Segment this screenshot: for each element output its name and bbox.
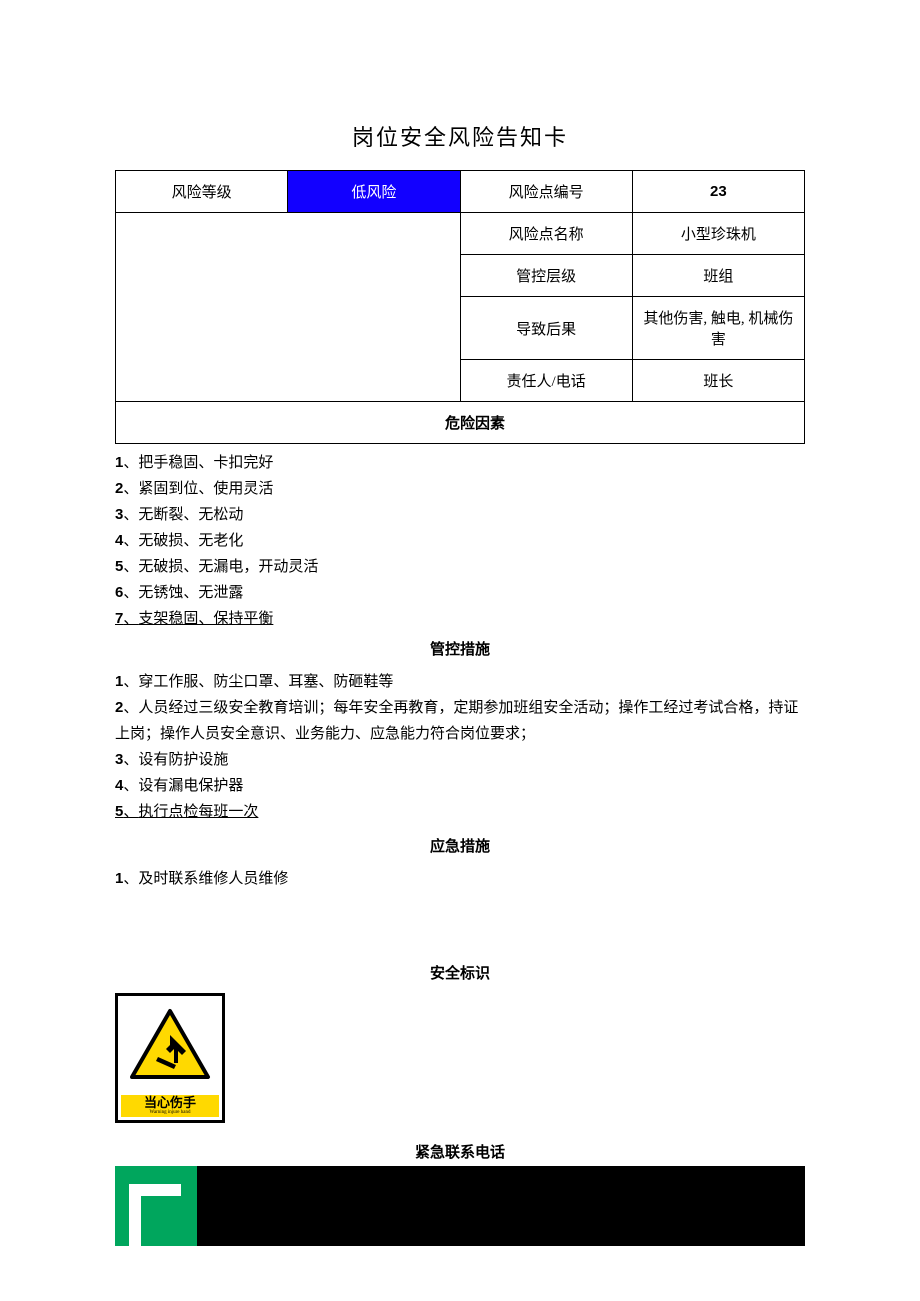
list-item: 1、及时联系维修人员维修 [115,866,805,892]
warning-sign-injure-hand: 当心伤手 Warning injure hand [115,993,225,1123]
list-item: 7、支架稳固、保持平衡 [115,606,805,632]
responsible-label: 责任人/电话 [460,360,632,402]
safety-sign-title: 安全标识 [115,962,805,983]
list-item: 1、把手稳固、卡扣完好 [115,450,805,476]
list-text: 人员经过三级安全教育培训；每年安全再教育，定期参加班组安全活动；操作工经过考试合… [115,700,798,742]
list-item: 5、无破损、无漏电，开动灵活 [115,554,805,580]
list-item: 1、穿工作服、防尘口罩、耳塞、防砸鞋等 [115,669,805,695]
sign-label-band: 当心伤手 Warning injure hand [121,1095,219,1117]
consequence-label: 导致后果 [460,297,632,360]
hazard-header-right: 险因素 [460,402,805,444]
table-row: 风险等级 低风险 风险点编号 23 [116,171,805,213]
control-list: 1、穿工作服、防尘口罩、耳塞、防砸鞋等 2、人员经过三级安全教育培训；每年安全再… [115,663,805,825]
emergency-section-title: 应急措施 [115,835,805,856]
list-text: 支架稳固、保持平衡 [138,611,273,627]
control-section-title: 管控措施 [115,638,805,659]
list-item: 4、设有漏电保护器 [115,773,805,799]
risk-name-label: 风险点名称 [460,213,632,255]
consequence-value: 其他伤害, 触电, 机械伤害 [632,297,804,360]
risk-code-value: 23 [632,171,804,213]
risk-code-label: 风险点编号 [460,171,632,213]
list-item: 3、无断裂、无松动 [115,502,805,528]
equipment-image-cell [116,213,461,402]
list-text: 设有漏电保护器 [138,778,243,794]
sign-label-cn: 当心伤手 [144,1096,196,1110]
hazard-list: 1、把手稳固、卡扣完好 2、紧固到位、使用灵活 3、无断裂、无松动 4、无破损、… [115,444,805,632]
warning-triangle-icon [118,996,222,1092]
sign-label-en: Warning injure hand [150,1110,191,1116]
list-item: 2、人员经过三级安全教育培训；每年安全再教育，定期参加班组安全活动；操作工经过考… [115,695,805,747]
control-level-label: 管控层级 [460,255,632,297]
list-text: 穿工作服、防尘口罩、耳塞、防砸鞋等 [138,674,393,690]
emergency-banner [115,1166,805,1246]
risk-level-value: 低风险 [288,171,460,213]
page-title: 岗位安全风险告知卡 [115,120,805,152]
list-item: 4、无破损、无老化 [115,528,805,554]
list-item: 2、紧固到位、使用灵活 [115,476,805,502]
table-row: 风险点名称 小型珍珠机 [116,213,805,255]
list-item: 5、执行点检每班一次 [115,799,805,825]
responsible-value: 班长 [632,360,804,402]
green-e-icon [115,1166,197,1246]
list-item: 6、无锈蚀、无泄露 [115,580,805,606]
list-item: 3、设有防护设施 [115,747,805,773]
list-text: 无破损、无漏电，开动灵活 [138,559,318,575]
risk-name-value: 小型珍珠机 [632,213,804,255]
document-page: 岗位安全风险告知卡 风险等级 低风险 风险点编号 23 风险点名称 小型珍珠机 … [0,0,920,1301]
list-text: 执行点检每班一次 [138,804,258,820]
list-text: 及时联系维修人员维修 [138,871,288,887]
list-text: 无破损、无老化 [138,533,243,549]
list-text: 把手稳固、卡扣完好 [138,455,273,471]
list-text: 无断裂、无松动 [138,507,243,523]
emergency-phone-title: 紧急联系电话 [115,1141,805,1162]
emergency-list: 1、及时联系维修人员维修 [115,860,805,892]
hazard-header-row: 危 险因素 [116,402,805,444]
list-text: 紧固到位、使用灵活 [138,481,273,497]
risk-level-label: 风险等级 [116,171,288,213]
hazard-header-left: 危 [116,402,461,444]
risk-info-table: 风险等级 低风险 风险点编号 23 风险点名称 小型珍珠机 管控层级 班组 导致… [115,170,805,444]
list-text: 无锈蚀、无泄露 [138,585,243,601]
control-level-value: 班组 [632,255,804,297]
list-text: 设有防护设施 [138,752,228,768]
